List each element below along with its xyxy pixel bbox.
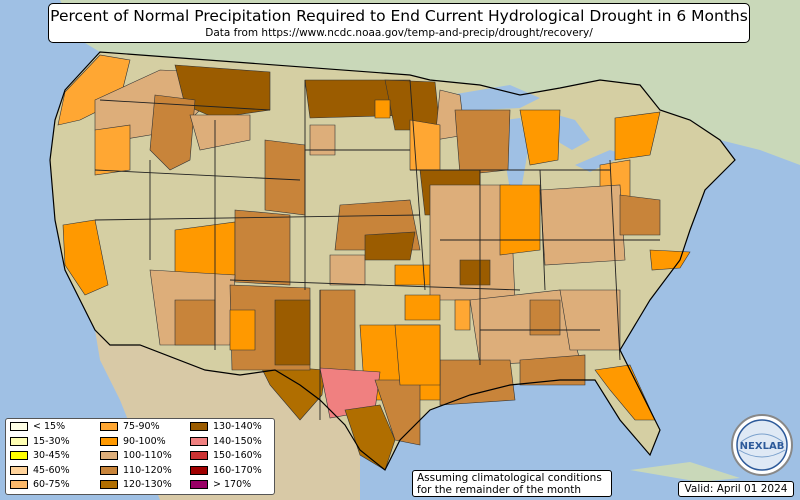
legend-label: 120-130%: [123, 479, 172, 490]
legend-item: 60-75%: [10, 479, 70, 490]
legend-label: 130-140%: [213, 421, 262, 432]
legend-item: 45-60%: [10, 465, 70, 476]
cuba-landmass: [630, 462, 740, 482]
legend-item: 160-170%: [190, 465, 262, 476]
legend-swatch: [10, 465, 28, 475]
legend-label: > 170%: [213, 479, 252, 490]
legend-label: 30-45%: [33, 450, 70, 461]
legend-item: 90-100%: [100, 436, 166, 447]
legend-swatch: [10, 436, 28, 446]
lake-michigan: [505, 118, 528, 190]
legend-item: 100-110%: [100, 450, 172, 461]
legend-item: 75-90%: [100, 421, 160, 432]
legend-swatch: [190, 480, 208, 489]
map-subtitle: Data from https://www.ncdc.noaa.gov/temp…: [205, 27, 593, 39]
legend-item: > 170%: [190, 479, 251, 490]
note-line-1: Assuming climatological conditions: [417, 472, 602, 484]
legend-label: 45-60%: [33, 464, 70, 476]
legend-item: < 15%: [10, 421, 65, 432]
legend-item: 30-45%: [10, 450, 70, 461]
legend-label: 90-100%: [123, 435, 166, 447]
legend-label: < 15%: [33, 421, 66, 432]
legend-swatch: [100, 480, 118, 489]
legend-swatch: [190, 451, 208, 460]
legend-swatch: [100, 451, 118, 460]
valid-date: Valid: April 01 2024: [678, 481, 794, 497]
drought-regions: [57, 54, 691, 471]
legend-swatch: [100, 465, 118, 475]
legend-label: 160-170%: [213, 464, 262, 476]
legend-label: 15-30%: [33, 435, 70, 447]
legend-label: 150-160%: [213, 450, 262, 461]
legend-swatch: [190, 436, 208, 446]
legend-item: 130-140%: [190, 421, 262, 432]
legend-label: 140-150%: [213, 435, 262, 447]
title-box: Percent of Normal Precipitation Required…: [48, 3, 750, 43]
map-title: Percent of Normal Precipitation Required…: [50, 7, 748, 25]
logo-text: NEXLAB: [740, 441, 785, 452]
lake-superior: [450, 85, 540, 112]
legend-swatch: [10, 451, 28, 460]
legend-swatch: [190, 422, 208, 431]
legend-item: 120-130%: [100, 479, 172, 490]
legend-item: 150-160%: [190, 450, 262, 461]
legend-swatch: [10, 422, 28, 431]
assumption-note: Assuming climatological conditions for t…: [412, 470, 612, 497]
nexlab-logo: NEXLAB: [731, 414, 793, 476]
legend-swatch: [190, 465, 208, 475]
conus-outline: [49, 51, 736, 471]
legend-label: 75-90%: [123, 421, 160, 432]
legend-label: 60-75%: [33, 479, 70, 490]
lake-erie: [575, 150, 625, 172]
state-borders: [94, 79, 660, 420]
legend: < 15% 15-30% 30-45% 45-60% 60-75% 75-90% 90-10…: [5, 418, 275, 495]
legend-item: 140-150%: [190, 436, 262, 447]
legend-swatch: [100, 436, 118, 446]
baja-landmass: [95, 330, 150, 440]
legend-label: 100-110%: [123, 450, 172, 461]
legend-swatch: [100, 422, 118, 431]
legend-swatch: [10, 480, 28, 489]
legend-item: 110-120%: [100, 465, 172, 476]
legend-label: 110-120%: [123, 464, 172, 476]
legend-item: 15-30%: [10, 436, 70, 447]
note-line-2: for the remainder of the month: [417, 484, 582, 496]
